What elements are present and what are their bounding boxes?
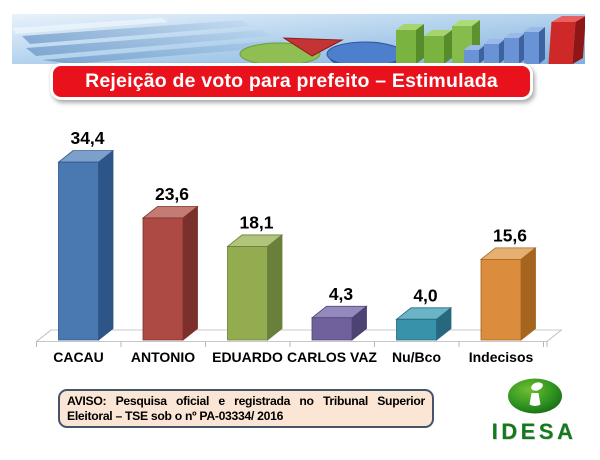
idesa-letter-i-icon bbox=[529, 382, 543, 406]
category-label: CACAU bbox=[53, 349, 104, 365]
aviso-line1: AVISO: Pesquisa oficial e registrada no Tribun… bbox=[67, 394, 425, 408]
aviso-disclaimer-box: AVISO: Pesquisa oficial e registrada no Tribun… bbox=[58, 389, 434, 428]
slide-title-banner: Rejeição de voto para prefeito – Estimul… bbox=[50, 63, 533, 100]
bar-value-label: 23,6 bbox=[155, 184, 189, 204]
category-label: Nu/Bco bbox=[392, 349, 441, 365]
category-label: ANTONIO bbox=[131, 349, 195, 365]
idesa-logo-icon bbox=[508, 378, 562, 414]
bar-chart: 34,4 CACAU 23,6 ANTONIO 18,1 EDUARDO 4,3 CARLOS… bbox=[0, 108, 600, 380]
bar-value-label: 15,6 bbox=[493, 225, 527, 245]
slide-title-text: Rejeição de voto para prefeito – Estimul… bbox=[85, 70, 498, 92]
banner-pie-blue bbox=[326, 41, 405, 64]
bar-side-face bbox=[182, 205, 198, 341]
aviso-line2: Eleitoral – TSE sob o nº PA-03334/ 2016 bbox=[67, 409, 284, 423]
banner-pie-wedge-red bbox=[282, 37, 344, 57]
banner-stripes bbox=[12, 18, 290, 64]
bar-side-face bbox=[520, 247, 536, 341]
bar-side-face bbox=[267, 234, 283, 341]
bar-value-label: 34,4 bbox=[70, 128, 104, 148]
banner-bar-red bbox=[548, 16, 585, 64]
bar-front-face bbox=[142, 217, 184, 341]
bar-chart-svg: 34,4 CACAU 23,6 ANTONIO 18,1 EDUARDO 4,3 CARLOS… bbox=[35, 128, 563, 365]
idesa-logo: IDESA bbox=[482, 371, 586, 446]
bar-front-face bbox=[396, 318, 437, 341]
bar-value-label: 4,0 bbox=[413, 285, 438, 305]
bar-front-face bbox=[58, 161, 99, 341]
banner-3d-charts-image bbox=[12, 14, 585, 64]
idesa-logo-text: IDESA bbox=[491, 419, 577, 444]
bar-front-face bbox=[480, 258, 522, 341]
banner-bars-blue bbox=[464, 27, 545, 64]
category-label: Indecisos bbox=[469, 349, 534, 365]
bar-value-label: 18,1 bbox=[239, 212, 273, 232]
category-label: EDUARDO bbox=[212, 349, 283, 365]
category-label: CARLOS VAZ bbox=[287, 349, 377, 365]
bar-front-face bbox=[227, 246, 268, 341]
banner-graphic bbox=[12, 14, 585, 64]
bar-front-face bbox=[311, 317, 353, 341]
bar-value-label: 4,3 bbox=[329, 284, 354, 304]
bar-side-face bbox=[98, 149, 114, 341]
